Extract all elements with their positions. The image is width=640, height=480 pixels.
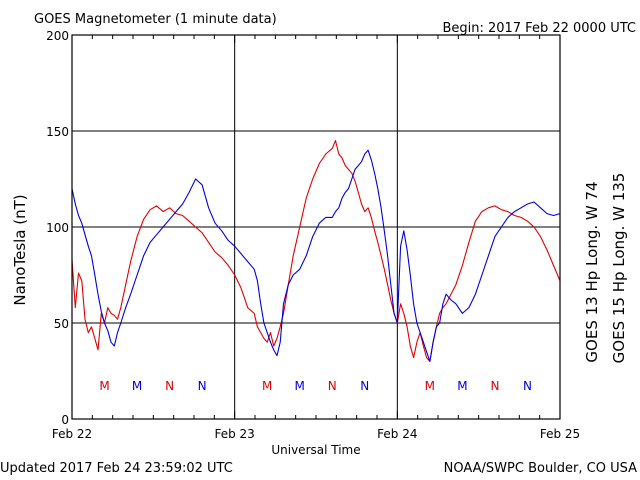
x-tick-label-1: Feb 23 — [214, 427, 254, 441]
y-tick-label-50: 50 — [54, 317, 69, 331]
x-tick-label-0: Feb 22 — [52, 427, 92, 441]
y-axis-label: NanoTesla (nT) — [11, 194, 29, 305]
x-tick-label-3: Feb 25 — [540, 427, 580, 441]
y-tick-label-200: 200 — [46, 29, 69, 43]
noon-marker-1-3: N — [360, 379, 369, 393]
begin-label: Begin: 2017 Feb 22 0000 UTC — [442, 21, 636, 36]
noon-marker-0-4: M — [425, 379, 435, 393]
noon-marker-1-0: M — [132, 379, 142, 393]
noon-marker-0-3: N — [328, 379, 337, 393]
x-axis-label: Universal Time — [271, 443, 360, 457]
chart-title: GOES Magnetometer (1 minute data) — [34, 12, 277, 27]
y-tick-label-150: 150 — [46, 125, 69, 139]
noon-marker-1-2: M — [295, 379, 305, 393]
updated-timestamp: Updated 2017 Feb 24 23:59:02 UTC — [0, 461, 233, 476]
y-tick-label-100: 100 — [46, 221, 69, 235]
series-lines — [71, 140, 561, 362]
noon-marker-0-0: M — [99, 379, 109, 393]
noon-markers: M N M N M NM N M N M N — [99, 379, 532, 393]
y-tick-label-0: 0 — [61, 413, 69, 427]
x-tick-label-2: Feb 24 — [377, 427, 417, 441]
noon-marker-1-1: N — [198, 379, 207, 393]
tick-labels: 0 50 100 150 200 Feb 22 Feb 23 Feb 24 Feb 25 — [46, 29, 580, 441]
noon-marker-0-2: M — [262, 379, 272, 393]
legend-goes13: GOES 13 Hp Long. W 74 — [583, 181, 601, 362]
source-credit: NOAA/SWPC Boulder, CO USA — [444, 461, 637, 476]
grid-lines — [72, 35, 560, 419]
noon-marker-1-5: N — [523, 379, 532, 393]
legend-goes15: GOES 15 Hp Long. W 135 — [610, 173, 628, 364]
noon-marker-1-4: M — [457, 379, 467, 393]
noon-marker-0-1: N — [165, 379, 174, 393]
series-line-0 — [71, 140, 561, 362]
series-line-1 — [71, 149, 561, 362]
noon-marker-0-5: N — [490, 379, 499, 393]
